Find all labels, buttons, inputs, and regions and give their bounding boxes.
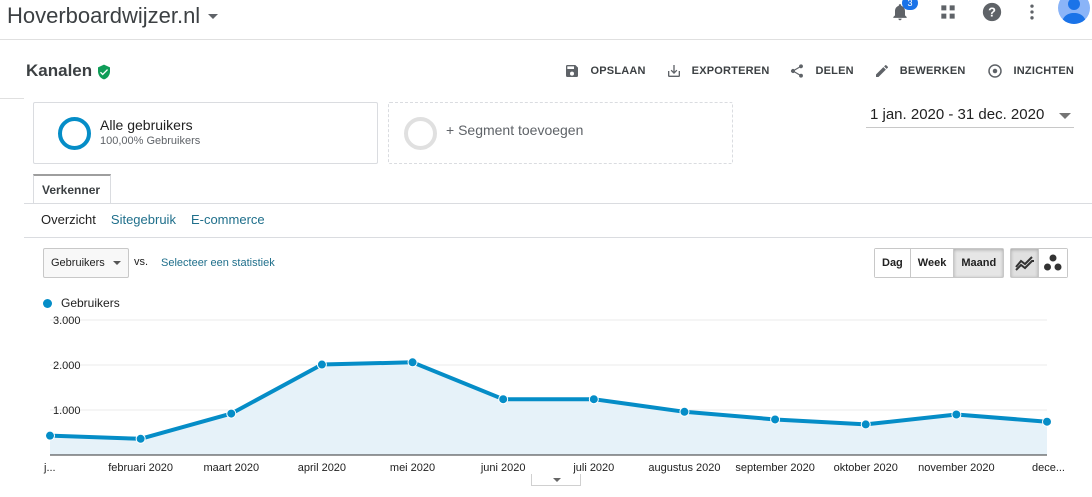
save-label: OPSLAAN [590,65,646,77]
report-header: Kanalen OPSLAAN EXPORTEREN DELEN BEWERKE… [24,52,1092,92]
data-point [498,394,509,405]
x-tick-label: februari 2020 [108,462,173,474]
chart-view-toggle [1010,248,1068,278]
data-point [951,409,962,420]
y-tick-label: 1.000 [53,405,81,417]
legend-dot [43,298,52,308]
period-toggle: Dag Week Maand [874,248,1005,278]
save-button[interactable]: OPSLAAN [564,62,645,80]
edit-label: BEWERKEN [899,65,966,77]
export-button[interactable]: EXPORTEREN [666,62,770,80]
chevron-down-icon [113,261,121,265]
x-tick-label: juni 2020 [480,462,526,474]
apps-button[interactable] [936,0,960,24]
insights-label: INZICHTEN [1013,65,1074,77]
insights-button[interactable]: INZICHTEN [986,62,1074,80]
share-button[interactable]: DELEN [789,62,854,80]
bubbles-icon [1044,254,1062,271]
help-icon: ? [982,2,1002,22]
property-selector[interactable]: Hoverboardwijzer.nl [7,3,219,29]
y-tick-label: 2.000 [53,360,81,372]
divider [0,98,24,99]
subtab-site-usage[interactable]: Sitegebruik [110,212,176,227]
chevron-down-icon [208,13,219,19]
data-point [1042,416,1052,427]
data-point [770,414,781,425]
svg-text:?: ? [988,5,996,20]
chevron-down-icon [553,478,561,482]
x-tick-label: april 2020 [298,462,346,474]
share-icon [791,64,804,78]
chart-legend: Gebruikers [43,296,120,310]
metric-selected-label: Gebruikers [51,257,105,269]
divider [24,203,1092,204]
notification-badge: 3 [902,0,918,10]
chart-expand-handle[interactable] [531,474,581,486]
x-tick-label: j... [43,462,56,474]
users-line-chart: 1.000 2.000 3.000 j... februari 2020 maart 20… [43,315,1065,474]
data-point [407,357,418,368]
x-tick-label: november 2020 [918,462,994,474]
series-line-gebruikers [49,360,1048,441]
segment-name: Alle gebruikers [100,117,193,133]
save-icon [566,65,579,77]
divider [24,237,1092,238]
motion-chart-view-button[interactable] [1039,249,1067,277]
vs-label: vs. [134,256,149,268]
add-segment-button[interactable]: + Segment toevoegen [388,102,733,164]
page-title: Kanalen [26,61,93,80]
x-tick-label: dece... [1032,462,1065,474]
data-point [135,433,146,444]
apps-grid-icon [941,5,955,19]
property-name: Hoverboardwijzer.nl [7,3,201,28]
data-point [316,359,327,370]
pencil-icon [875,64,888,77]
help-button[interactable]: ? [980,0,1004,24]
chevron-down-icon [1059,113,1071,119]
period-month-button[interactable]: Maand [954,249,1004,277]
tab-explorer[interactable]: Verkenner [33,174,111,204]
period-week-button[interactable]: Week [910,249,955,277]
download-icon [667,65,680,77]
segment-all-users[interactable]: Alle gebruikers 100,00% Gebruikers [33,102,378,164]
y-tick-label: 3.000 [53,315,81,327]
series-area [50,362,1047,455]
x-tick-label: maart 2020 [203,462,259,474]
data-point [679,406,690,417]
data-point [226,408,237,419]
select-statistic-link[interactable]: Selecteer een statistiek [161,257,275,269]
line-chart-view-button[interactable] [1011,249,1039,277]
data-point [588,394,599,405]
line-chart-icon [1014,256,1034,271]
x-tick-label: oktober 2020 [834,462,898,474]
period-day-button[interactable]: Dag [875,249,911,277]
edit-button[interactable]: BEWERKEN [874,62,966,80]
person-icon [1062,0,1086,24]
segment-ring-icon [58,117,91,150]
segment-percentage: 100,00% Gebruikers [100,135,201,147]
more-vert-icon [1030,4,1034,20]
export-label: EXPORTEREN [691,65,770,77]
empty-ring-icon [404,117,437,150]
verified-shield-icon [98,64,110,80]
insights-icon [987,64,1002,78]
legend-label: Gebruikers [61,296,120,310]
date-range-picker[interactable]: 1 jan. 2020 - 31 dec. 2020 [866,103,1074,128]
add-segment-label: + Segment toevoegen [446,122,584,138]
top-app-bar: Hoverboardwijzer.nl 3 ? [0,0,1092,40]
more-options-button[interactable] [1020,0,1044,24]
subtab-overview[interactable]: Overzicht [41,212,96,227]
x-tick-label: augustus 2020 [648,462,720,474]
share-label: DELEN [815,65,854,77]
account-avatar[interactable] [1058,0,1090,24]
data-point [860,419,871,430]
x-tick-label: juli 2020 [572,462,614,474]
x-tick-label: mei 2020 [390,462,435,474]
subtab-ecommerce[interactable]: E-commerce [190,212,265,227]
data-point [45,430,55,441]
x-tick-label: september 2020 [735,462,815,474]
explorer-subtabs: Overzicht Sitegebruik E-commerce [41,212,280,227]
metric-dropdown[interactable]: Gebruikers [43,248,129,278]
date-range-label: 1 jan. 2020 - 31 dec. 2020 [870,106,1045,123]
